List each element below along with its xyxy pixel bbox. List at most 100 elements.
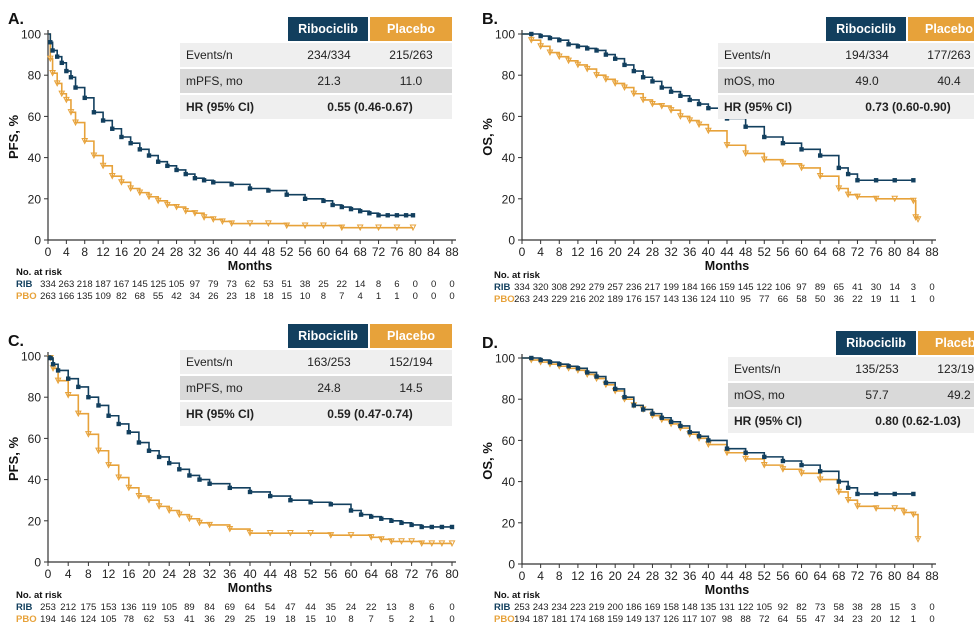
censor-mark xyxy=(630,90,638,98)
x-tick-label: 80 xyxy=(888,569,902,583)
censor-mark xyxy=(742,150,750,157)
risk-value-rib: 54 xyxy=(265,602,276,613)
censor-mark xyxy=(659,415,664,420)
x-tick-label: 20 xyxy=(133,245,147,259)
risk-row-label-rib: RIB xyxy=(494,282,511,293)
risk-value-rib: 153 xyxy=(101,602,117,613)
censor-mark xyxy=(53,80,61,87)
y-axis-label: OS, % xyxy=(480,118,495,156)
risk-value-rib: 105 xyxy=(756,602,772,613)
x-tick-label: 12 xyxy=(571,245,585,259)
x-tick-label: 4 xyxy=(63,245,70,259)
table-cell-placebo: 14.5 xyxy=(399,381,423,395)
censor-mark xyxy=(376,213,381,218)
risk-value-pbo: 124 xyxy=(80,614,96,625)
y-tick-label: 20 xyxy=(28,514,42,528)
censor-mark xyxy=(369,514,374,519)
censor-mark xyxy=(780,140,786,146)
risk-row-label-pbo: PBO xyxy=(16,291,37,302)
x-tick-label: 16 xyxy=(590,245,604,259)
censor-mark xyxy=(228,220,236,228)
risk-row-label-rib: RIB xyxy=(16,602,33,613)
risk-value-rib: 106 xyxy=(775,282,791,293)
risk-value-pbo: 124 xyxy=(700,294,716,305)
censor-mark xyxy=(264,220,272,228)
x-tick-label: 76 xyxy=(425,567,439,581)
risk-value-pbo: 7 xyxy=(369,614,374,625)
y-tick-label: 20 xyxy=(502,516,516,530)
x-tick-label: 12 xyxy=(96,245,110,259)
censor-mark xyxy=(90,152,98,160)
censor-mark xyxy=(845,171,851,177)
table-row xyxy=(718,43,974,67)
censor-mark xyxy=(779,466,787,473)
risk-value-pbo: 174 xyxy=(570,614,586,625)
risk-value-pbo: 78 xyxy=(124,614,135,625)
risk-value-pbo: 7 xyxy=(339,291,344,302)
censor-mark xyxy=(914,216,922,223)
risk-value-rib: 159 xyxy=(719,282,735,293)
censor-mark xyxy=(612,386,618,392)
hr-value: 0.59 (0.47-0.74) xyxy=(327,407,412,421)
censor-mark xyxy=(585,370,590,375)
x-tick-label: 84 xyxy=(907,245,921,259)
risk-row-label-pbo: PBO xyxy=(494,614,515,625)
censor-mark xyxy=(229,182,234,187)
censor-mark xyxy=(529,31,534,37)
censor-mark xyxy=(565,57,573,65)
x-tick-label: 80 xyxy=(409,245,423,259)
ribociclib-header-label: Ribociclib xyxy=(298,329,358,343)
censor-mark xyxy=(419,524,424,530)
censor-mark xyxy=(302,196,308,201)
placebo-censor-marks xyxy=(527,37,922,223)
risk-value-pbo: 8 xyxy=(348,614,353,625)
censor-mark xyxy=(909,511,917,519)
censor-mark xyxy=(798,164,805,172)
risk-value-pbo: 26 xyxy=(208,291,219,302)
censor-mark xyxy=(762,454,767,460)
censor-mark xyxy=(836,165,842,171)
y-tick-label: 60 xyxy=(28,432,42,446)
risk-value-pbo: 15 xyxy=(281,291,292,302)
risk-value-rib: 8 xyxy=(376,279,381,290)
table-row xyxy=(728,383,974,407)
risk-value-rib: 145 xyxy=(132,279,148,290)
censor-mark xyxy=(704,127,712,135)
risk-value-pbo: 55 xyxy=(796,614,807,625)
risk-value-rib: 22 xyxy=(337,279,348,290)
x-tick-label: 24 xyxy=(627,569,641,583)
risk-title: No. at risk xyxy=(494,270,541,281)
risk-value-pbo: 29 xyxy=(225,614,236,625)
x-tick-label: 32 xyxy=(664,569,678,583)
risk-value-rib: 199 xyxy=(663,282,679,293)
table-row xyxy=(180,43,452,67)
censor-mark xyxy=(321,198,326,204)
risk-value-pbo: 15 xyxy=(305,614,316,625)
censor-mark xyxy=(67,109,75,116)
censor-mark xyxy=(593,72,600,79)
censor-mark xyxy=(622,394,627,400)
risk-value-pbo: 149 xyxy=(626,614,642,625)
table-cell-placebo: 152/194 xyxy=(389,355,433,369)
censor-mark xyxy=(760,156,768,164)
risk-value-rib: 279 xyxy=(589,282,605,293)
x-tick-label: 64 xyxy=(335,245,349,259)
censor-mark xyxy=(167,460,172,466)
censor-mark xyxy=(909,197,917,205)
risk-value-pbo: 22 xyxy=(852,294,863,305)
censor-mark xyxy=(911,491,916,497)
risk-value-pbo: 25 xyxy=(245,614,256,625)
risk-value-pbo: 10 xyxy=(300,291,311,302)
table-cell-ribociclib: 49.0 xyxy=(855,74,879,88)
risk-value-pbo: 1 xyxy=(911,294,916,305)
censor-mark xyxy=(128,140,133,146)
censor-mark xyxy=(46,55,54,63)
risk-value-rib: 257 xyxy=(607,282,623,293)
x-tick-label: 64 xyxy=(365,567,379,581)
risk-value-rib: 47 xyxy=(285,602,296,613)
censor-mark xyxy=(403,213,409,218)
placebo-header-label: Placebo xyxy=(925,22,973,36)
censor-mark xyxy=(347,532,355,539)
risk-value-pbo: 0 xyxy=(449,291,454,302)
